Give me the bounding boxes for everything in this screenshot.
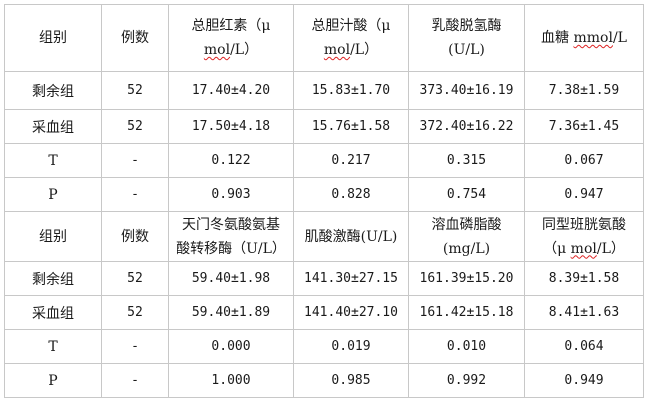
header-lpa-line2: (mg/L) <box>442 240 491 257</box>
row-value: 0.992 <box>408 363 525 398</box>
row-count: 52 <box>101 295 169 330</box>
row-count: 52 <box>101 71 169 110</box>
row-value: 7.38±1.59 <box>524 71 644 110</box>
table-row: 采血组 52 17.50±4.18 15.76±1.58 372.40±16.2… <box>4 109 644 144</box>
header-ast-line1: 天门冬氨酸氨基 <box>182 216 280 233</box>
header-lpa: 溶血磷脂酸 (mg/L) <box>408 211 525 262</box>
row-value: 372.40±16.22 <box>408 109 525 144</box>
row-count: - <box>101 177 169 212</box>
comparison-table: 组别 例数 总胆红素（μ mol/L） 总胆汁酸（μ mol/L） 乳酸脱氢酶 … <box>4 4 644 398</box>
header-blood-glucose-label: 血糖 <box>541 30 574 46</box>
header-creatine-kinase: 肌酸激酶(U/L) <box>293 211 409 262</box>
table-row: 剩余组 52 17.40±4.20 15.83±1.70 373.40±16.1… <box>4 71 644 110</box>
row-value: 0.000 <box>168 329 294 364</box>
table-row: P - 1.000 0.985 0.992 0.949 <box>4 363 644 398</box>
row-value: 8.41±1.63 <box>524 295 644 330</box>
table-row: 采血组 52 59.40±1.89 141.40±27.10 161.42±15… <box>4 295 644 330</box>
header-homocysteine-line1: 同型班胱氨酸 <box>542 216 626 233</box>
header-total-bilirubin-unit: mol <box>203 42 231 58</box>
row-value: 7.36±1.45 <box>524 109 644 144</box>
row-value: 141.40±27.10 <box>293 295 409 330</box>
header-homocysteine-unit-head: （μ <box>543 240 571 257</box>
header-group: 组别 <box>4 4 102 72</box>
row-group: 采血组 <box>4 295 102 330</box>
header-blood-glucose-unit-tail: /L <box>612 30 627 46</box>
row-value: 8.39±1.58 <box>524 261 644 296</box>
table-row: P - 0.903 0.828 0.754 0.947 <box>4 177 644 212</box>
header-ast: 天门冬氨酸氨基 酸转移酶（U/L） <box>168 211 294 262</box>
row-value: 161.42±15.18 <box>408 295 525 330</box>
row-value: 141.30±27.15 <box>293 261 409 296</box>
row-value: 1.000 <box>168 363 294 398</box>
header-lpa-line1: 溶血磷脂酸 <box>431 216 502 233</box>
header-total-bilirubin-line1: 总胆红素（μ <box>191 18 271 34</box>
row-count: 52 <box>101 109 169 144</box>
row-value: 0.217 <box>293 143 409 178</box>
row-value: 0.122 <box>168 143 294 178</box>
row-value: 17.40±4.20 <box>168 71 294 110</box>
header-homocysteine-unit: mol <box>570 240 597 257</box>
header-total-bilirubin-unit-tail: /L） <box>230 42 259 58</box>
row-value: 15.76±1.58 <box>293 109 409 144</box>
header-blood-glucose-unit: mmol <box>573 30 613 46</box>
header-row-1: 组别 例数 总胆红素（μ mol/L） 总胆汁酸（μ mol/L） 乳酸脱氢酶 … <box>4 4 644 72</box>
header-count: 例数 <box>101 211 169 262</box>
header-homocysteine: 同型班胱氨酸 （μ mol/L） <box>524 211 644 262</box>
row-value: 17.50±4.18 <box>168 109 294 144</box>
row-count: - <box>101 363 169 398</box>
row-count: - <box>101 143 169 178</box>
row-value: 15.83±1.70 <box>293 71 409 110</box>
header-blood-glucose: 血糖 mmol/L <box>524 4 644 72</box>
header-total-bile-acid-line1: 总胆汁酸（μ <box>311 18 391 34</box>
row-value: 0.828 <box>293 177 409 212</box>
row-group: T <box>4 329 102 364</box>
row-value: 0.947 <box>524 177 644 212</box>
header-ldh-line2: (U/L) <box>448 42 485 58</box>
row-value: 59.40±1.98 <box>168 261 294 296</box>
row-value: 0.315 <box>408 143 525 178</box>
row-value: 0.010 <box>408 329 525 364</box>
header-total-bile-acid-unit: mol <box>323 42 351 58</box>
header-count: 例数 <box>101 4 169 72</box>
row-group: P <box>4 177 102 212</box>
row-group: T <box>4 143 102 178</box>
header-row-2: 组别 例数 天门冬氨酸氨基 酸转移酶（U/L） 肌酸激酶(U/L) 溶血磷脂酸 … <box>4 211 644 262</box>
row-value: 0.985 <box>293 363 409 398</box>
row-group: 剩余组 <box>4 71 102 110</box>
header-homocysteine-unit-tail: /L） <box>596 240 625 257</box>
row-group: 剩余组 <box>4 261 102 296</box>
header-ldh: 乳酸脱氢酶 (U/L) <box>408 4 525 72</box>
row-value: 0.949 <box>524 363 644 398</box>
row-value: 161.39±15.20 <box>408 261 525 296</box>
table-row: T - 0.000 0.019 0.010 0.064 <box>4 329 644 364</box>
row-value: 59.40±1.89 <box>168 295 294 330</box>
header-total-bile-acid: 总胆汁酸（μ mol/L） <box>293 4 409 72</box>
row-count: 52 <box>101 261 169 296</box>
table-row: T - 0.122 0.217 0.315 0.067 <box>4 143 644 178</box>
row-value: 0.019 <box>293 329 409 364</box>
row-value: 373.40±16.19 <box>408 71 525 110</box>
header-total-bilirubin: 总胆红素（μ mol/L） <box>168 4 294 72</box>
header-group: 组别 <box>4 211 102 262</box>
row-group: P <box>4 363 102 398</box>
row-value: 0.064 <box>524 329 644 364</box>
row-value: 0.754 <box>408 177 525 212</box>
header-ldh-line1: 乳酸脱氢酶 <box>431 18 502 34</box>
row-count: - <box>101 329 169 364</box>
row-value: 0.903 <box>168 177 294 212</box>
header-total-bile-acid-unit-tail: /L） <box>350 42 379 58</box>
row-group: 采血组 <box>4 109 102 144</box>
header-ast-line2: 酸转移酶（U/L） <box>176 240 286 257</box>
row-value: 0.067 <box>524 143 644 178</box>
table-row: 剩余组 52 59.40±1.98 141.30±27.15 161.39±15… <box>4 261 644 296</box>
